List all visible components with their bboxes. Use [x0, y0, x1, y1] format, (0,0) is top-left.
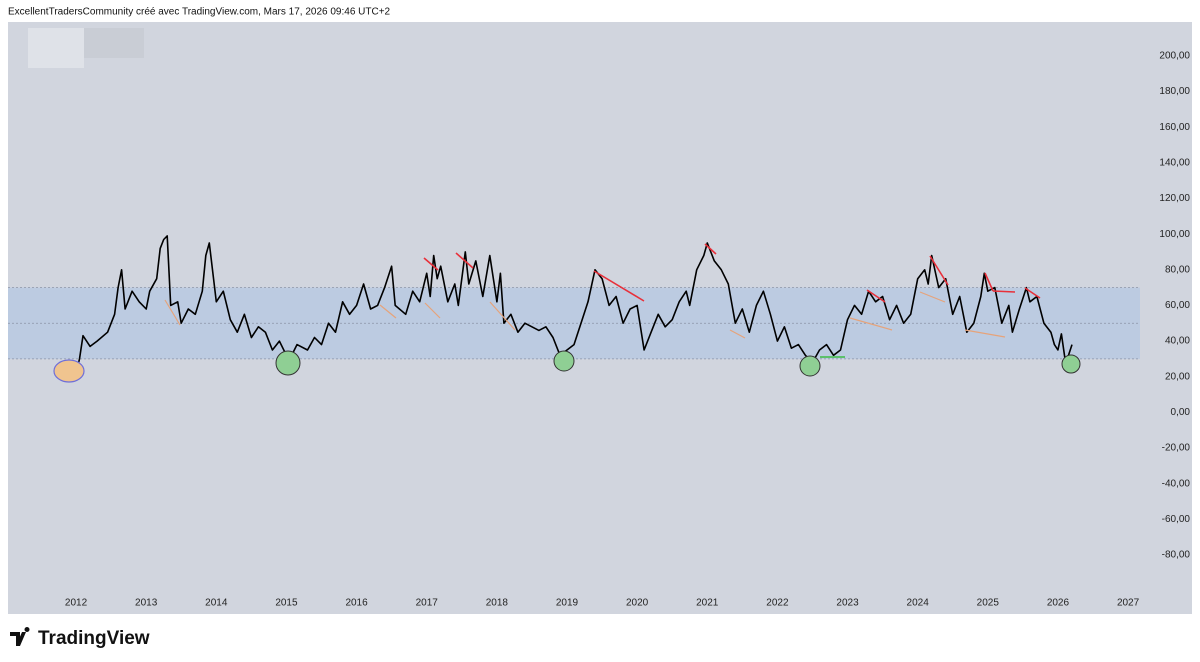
- x-tick-label: 2014: [205, 598, 228, 609]
- y-tick-label: 40,00: [1165, 336, 1190, 347]
- x-tick-label: 2023: [836, 598, 859, 609]
- y-tick-label: -80,00: [1162, 550, 1191, 561]
- y-tick-label: 0,00: [1171, 407, 1191, 418]
- divergence-lines: [423, 243, 1041, 303]
- divergence-line: [164, 299, 181, 326]
- y-tick-label: -60,00: [1162, 514, 1191, 525]
- y-tick-label: 120,00: [1159, 193, 1190, 204]
- divergence-line: [423, 257, 439, 271]
- divergence-line: [992, 290, 1016, 293]
- x-tick-label: 2020: [626, 598, 649, 609]
- divergence-line: [729, 329, 746, 339]
- y-tick-label: -40,00: [1162, 478, 1191, 489]
- y-tick-label: 60,00: [1165, 300, 1190, 311]
- circle-annotation: [553, 350, 575, 372]
- circle-annotation: [799, 355, 821, 377]
- divergence-line: [964, 329, 1006, 338]
- y-tick-label: 140,00: [1159, 157, 1190, 168]
- x-tick-label: 2021: [696, 598, 719, 609]
- circle-annotation: [1061, 354, 1081, 374]
- divergence-line: [704, 243, 717, 255]
- divergence-line: [489, 301, 516, 331]
- y-tick-label: 160,00: [1159, 122, 1190, 133]
- blurred-box: [84, 28, 144, 58]
- divergence-line: [866, 289, 886, 303]
- y-tick-label: 20,00: [1165, 371, 1190, 382]
- divergence-line: [379, 304, 397, 319]
- x-tick-label: 2016: [345, 598, 368, 609]
- x-tick-label: 2013: [135, 598, 158, 609]
- divergence-line: [455, 252, 474, 269]
- x-tick-label: 2019: [556, 598, 579, 609]
- divergence-line: [919, 291, 946, 303]
- header: ExcellentTradersCommunity créé avec Trad…: [8, 7, 391, 18]
- x-tick-label: 2017: [416, 598, 439, 609]
- blurred-box: [28, 28, 84, 68]
- divergence-line: [849, 317, 893, 331]
- logo-icon: [10, 626, 30, 646]
- x-tick-label: 2026: [1047, 598, 1070, 609]
- logo-text: TradingView: [38, 628, 150, 649]
- divergence-lines: [164, 291, 1006, 339]
- y-tick-label: -20,00: [1162, 443, 1191, 454]
- x-tick-label: 2018: [486, 598, 509, 609]
- y-tick-label: 100,00: [1159, 229, 1190, 240]
- x-tick-label: 2025: [977, 598, 1000, 609]
- divergence-line: [1024, 287, 1041, 299]
- x-tick-label: 2012: [65, 598, 88, 609]
- x-tick-label: 2027: [1117, 598, 1140, 609]
- x-tick-label: 2022: [766, 598, 789, 609]
- logo-group: TradingView: [10, 626, 150, 649]
- divergence-line: [984, 272, 994, 292]
- y-tick-label: 180,00: [1159, 86, 1190, 97]
- circle-annotation: [53, 359, 85, 383]
- annotations: [53, 243, 1081, 383]
- y-tick-label: 200,00: [1159, 51, 1190, 62]
- divergence-line: [424, 302, 441, 319]
- band-layer: [8, 287, 1140, 360]
- x-tick-label: 2015: [275, 598, 298, 609]
- y-tick-label: 80,00: [1165, 264, 1190, 275]
- divergence-line: [929, 255, 949, 286]
- x-tick-label: 2024: [907, 598, 930, 609]
- divergence-line: [593, 270, 645, 302]
- circle-annotation: [275, 350, 301, 376]
